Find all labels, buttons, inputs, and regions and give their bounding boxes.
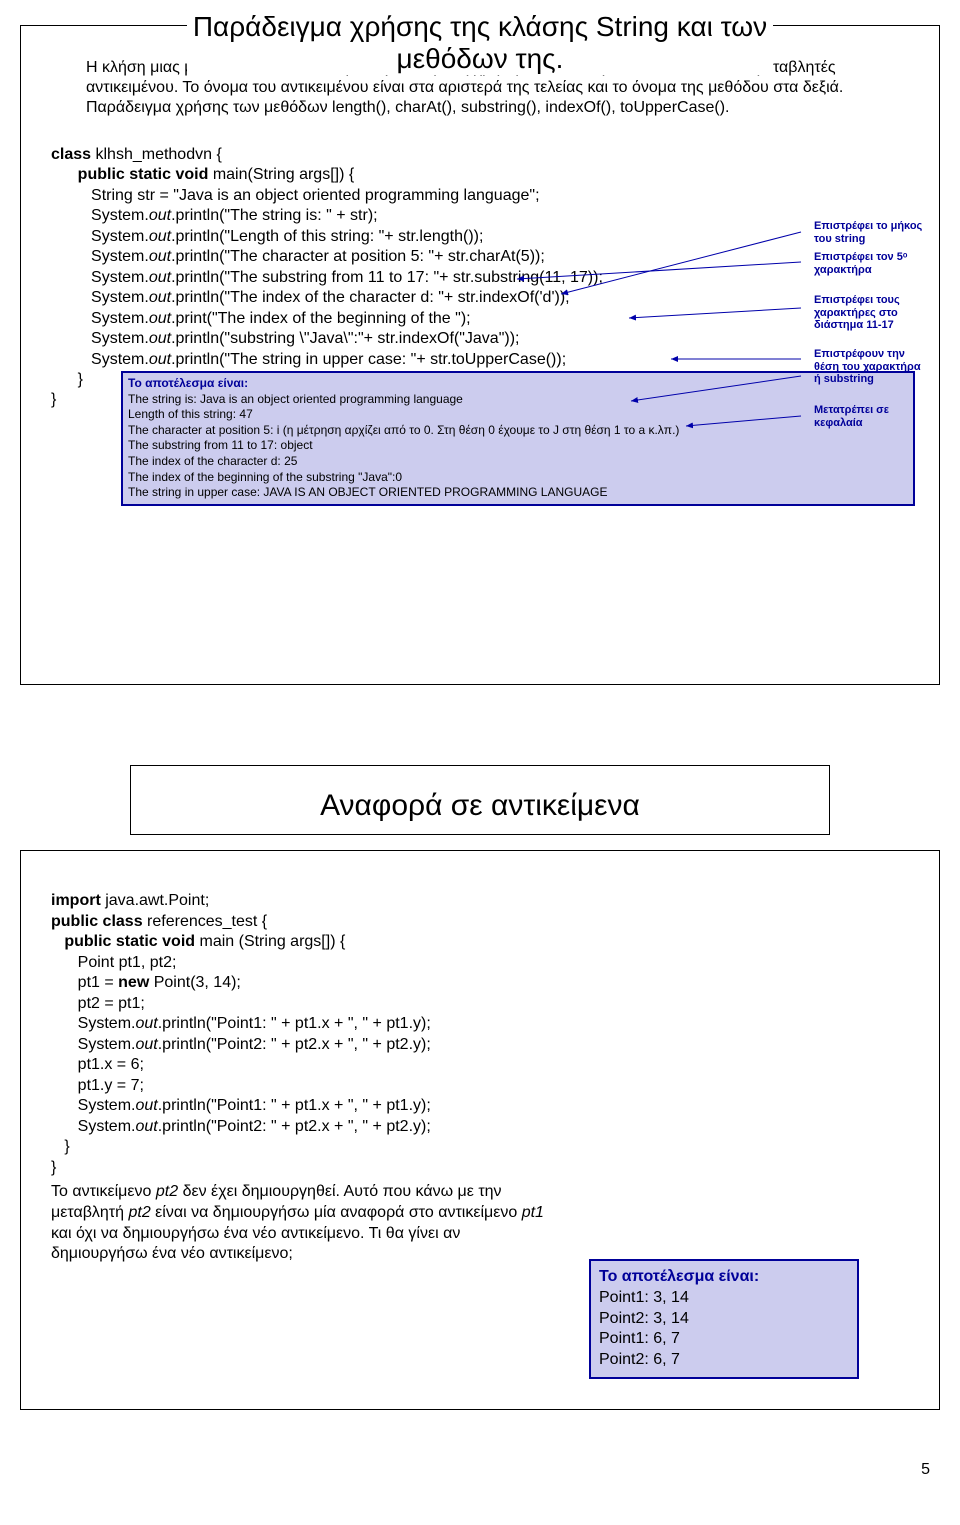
- t: out: [149, 289, 171, 306]
- kw: new: [118, 974, 154, 991]
- t: out: [149, 310, 171, 327]
- t: .println("Point2: " + pt2.x + ", " + pt2…: [158, 1118, 431, 1135]
- t: main (String args[]) {: [199, 933, 345, 950]
- t: out: [149, 207, 171, 224]
- t: System.: [91, 248, 149, 265]
- callout-length: Επιστρέφει το μήκος του string: [814, 220, 929, 245]
- kw: import: [51, 892, 105, 909]
- t: String str = "Java is an object oriented…: [91, 187, 540, 204]
- t: pt1.y = 7;: [78, 1077, 144, 1094]
- result-line: Point1: 3, 14: [599, 1288, 849, 1309]
- t: Point pt1, pt2;: [78, 954, 177, 971]
- t: System.: [78, 1015, 136, 1032]
- slide-2: Αναφορά σε αντικείμενα import java.awt.P…: [0, 765, 960, 1485]
- callout-charat: Επιστρέφει τον 5ᵒ χαρακτήρα: [814, 251, 929, 276]
- slide2-title-box: Αναφορά σε αντικείμενα: [130, 765, 830, 835]
- slide2-title: Αναφορά σε αντικείμενα: [314, 789, 646, 824]
- slide1-box: Παράδειγμα χρήσης της κλάσης String και …: [20, 25, 940, 685]
- slide2-body-box: import java.awt.Point; public class refe…: [20, 850, 940, 1410]
- t: System.: [91, 228, 149, 245]
- t: java.awt.Point;: [105, 892, 209, 909]
- result-line: Point2: 6, 7: [599, 1350, 849, 1371]
- result-line: Point2: 3, 14: [599, 1309, 849, 1330]
- result-box-1: Το αποτέλεσμα είναι: The string is: Java…: [121, 371, 915, 506]
- result-head: Το αποτέλεσμα είναι:: [128, 376, 908, 392]
- t: }: [51, 391, 56, 408]
- slide1-title: Παράδειγμα χρήσης της κλάσης String και …: [187, 11, 773, 75]
- t: }: [64, 1138, 69, 1155]
- t: .println("The string in upper case: "+ s…: [171, 351, 566, 368]
- t: pt1.x = 6;: [78, 1056, 144, 1073]
- result-head: Το αποτέλεσμα είναι:: [599, 1267, 849, 1288]
- result-line: The index of the beginning of the substr…: [128, 470, 908, 486]
- t: .println("The substring from 11 to 17: "…: [171, 269, 603, 286]
- t: System.: [91, 289, 149, 306]
- result-line: The string in upper case: JAVA IS AN OBJ…: [128, 485, 908, 501]
- result-line: Point1: 6, 7: [599, 1329, 849, 1350]
- slide2-footer: Το αντικείμενο pt2 δεν έχει δημιουργηθεί…: [51, 1182, 551, 1265]
- t: System.: [91, 207, 149, 224]
- callout-substring: Επιστρέφει τους χαρακτήρες στο διάστημα …: [814, 294, 929, 332]
- t: out: [149, 330, 171, 347]
- t: }: [51, 1159, 56, 1176]
- t: System.: [78, 1097, 136, 1114]
- t: .println("Length of this string: "+ str.…: [171, 228, 483, 245]
- slide-1: Παράδειγμα χρήσης της κλάσης String και …: [0, 25, 960, 725]
- kw: class: [51, 146, 95, 163]
- t: .println("Point2: " + pt2.x + ", " + pt2…: [158, 1036, 431, 1053]
- t: out: [135, 1097, 157, 1114]
- result-line: The substring from 11 to 17: object: [128, 438, 908, 454]
- t: .println("Point1: " + pt1.x + ", " + pt1…: [158, 1097, 431, 1114]
- t: .println("The character at position 5: "…: [171, 248, 545, 265]
- t: out: [135, 1015, 157, 1032]
- title-line1: Παράδειγμα χρήσης της κλάσης String και …: [193, 11, 767, 42]
- code-block-1: class klhsh_methodvn { public static voi…: [51, 124, 929, 411]
- t: out: [135, 1036, 157, 1053]
- result-line: The character at position 5: i (η μέτρησ…: [128, 423, 908, 439]
- result-line: Length of this string: 47: [128, 407, 908, 423]
- t: }: [78, 371, 83, 388]
- t: out: [149, 228, 171, 245]
- t: out: [149, 269, 171, 286]
- t: .println("The index of the character d: …: [171, 289, 570, 306]
- t: out: [135, 1118, 157, 1135]
- t: out: [149, 351, 171, 368]
- t: .println("Point1: " + pt1.x + ", " + pt1…: [158, 1015, 431, 1032]
- kw: public static void: [78, 166, 213, 183]
- t: System.: [78, 1036, 136, 1053]
- t: System.: [78, 1118, 136, 1135]
- title-line2: μεθόδων της.: [397, 43, 564, 74]
- t: klhsh_methodvn {: [95, 146, 221, 163]
- kw: public static void: [64, 933, 199, 950]
- callout-uppercase: Μετατρέπει σε κεφαλαία: [814, 404, 929, 429]
- t: System.: [91, 310, 149, 327]
- footer-body: Το αντικείμενο pt2 δεν έχει δημιουργηθεί…: [51, 1183, 544, 1262]
- t: .println("substring \"Java\":"+ str.inde…: [171, 330, 519, 347]
- t: .println("The string is: " + str);: [171, 207, 378, 224]
- t: pt2 = pt1;: [78, 995, 145, 1012]
- result-line: The index of the character d: 25: [128, 454, 908, 470]
- t: out: [149, 248, 171, 265]
- result-line: The string is: Java is an object oriente…: [128, 392, 908, 408]
- t: System.: [91, 330, 149, 347]
- t: System.: [91, 351, 149, 368]
- t: main(String args[]) {: [213, 166, 354, 183]
- code-block-2: import java.awt.Point; public class refe…: [51, 871, 929, 1178]
- page-number: 5: [921, 1461, 930, 1479]
- t: references_test {: [147, 913, 267, 930]
- t: Point(3, 14);: [154, 974, 241, 991]
- kw: public class: [51, 913, 147, 930]
- result-box-2: Το αποτέλεσμα είναι: Point1: 3, 14 Point…: [589, 1259, 859, 1379]
- callout-indexof: Επιστρέφουν την θέση του χαρακτήρα ή sub…: [814, 348, 929, 386]
- t: pt1 =: [78, 974, 118, 991]
- t: .print("The index of the beginning of th…: [171, 310, 471, 327]
- t: System.: [91, 269, 149, 286]
